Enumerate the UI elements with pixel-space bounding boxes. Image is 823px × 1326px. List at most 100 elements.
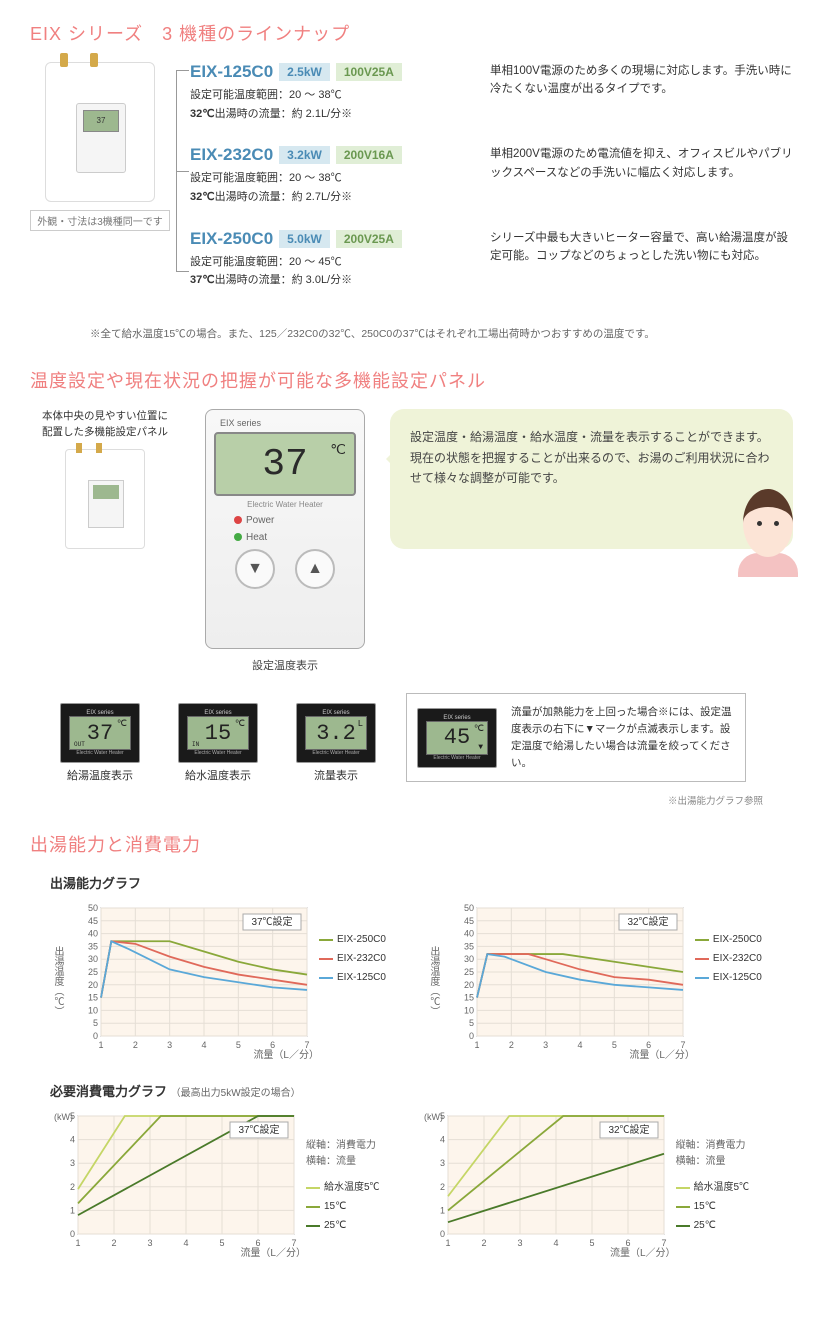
svg-text:50: 50 bbox=[464, 903, 474, 913]
svg-text:10: 10 bbox=[464, 1006, 474, 1016]
power-legend: 縦軸：消費電力横軸：流量給水温度5℃15℃25℃ bbox=[676, 1138, 750, 1235]
badge-va: 200V16A bbox=[336, 146, 402, 164]
svg-text:32℃設定: 32℃設定 bbox=[608, 1123, 649, 1136]
svg-text:5: 5 bbox=[469, 1018, 474, 1028]
svg-text:3: 3 bbox=[517, 1238, 522, 1248]
svg-text:25: 25 bbox=[464, 967, 474, 977]
svg-text:30: 30 bbox=[464, 954, 474, 964]
svg-text:35: 35 bbox=[88, 942, 98, 952]
svg-text:40: 40 bbox=[464, 929, 474, 939]
svg-text:35: 35 bbox=[464, 942, 474, 952]
mini-display: EIX series 15℃IN Electric Water Heater 給… bbox=[178, 703, 258, 783]
section-title-panel: 温度設定や現在状況の把握が可能な多機能設定パネル bbox=[30, 367, 793, 393]
model-desc: 単相100V電源のため多くの現場に対応します。手洗い時に冷たくない温度が出るタイ… bbox=[490, 62, 793, 99]
svg-text:20: 20 bbox=[88, 980, 98, 990]
mini-display: EIX series 37℃OUT Electric Water Heater … bbox=[60, 703, 140, 783]
model-info: EIX-250C0 5.0kW 200V25A 設定可能温度範囲：20 〜 45… bbox=[190, 229, 470, 290]
svg-text:45: 45 bbox=[88, 916, 98, 926]
svg-text:5: 5 bbox=[589, 1238, 594, 1248]
svg-text:4: 4 bbox=[440, 1135, 445, 1145]
legend-item: EIX-250C0 bbox=[695, 930, 762, 949]
svg-text:(kW): (kW) bbox=[54, 1112, 73, 1122]
legend-item: 25℃ bbox=[676, 1216, 750, 1235]
svg-text:3: 3 bbox=[147, 1238, 152, 1248]
x-axis-label: 流量（L／分） bbox=[610, 1244, 676, 1259]
badge-kw: 2.5kW bbox=[279, 63, 330, 81]
svg-text:2: 2 bbox=[133, 1040, 138, 1050]
capacity-charts: 出湯温度（℃） 05101520253035404550123456737℃設定… bbox=[30, 900, 793, 1061]
lineup-row: 37 外観・寸法は3機種同一です EIX-125C0 2.5kW 100V25A… bbox=[30, 62, 793, 312]
model-name: EIX-125C0 bbox=[190, 62, 273, 82]
panel-note: 本体中央の見やすい位置に 配置した多機能設定パネル bbox=[30, 409, 180, 441]
svg-text:5: 5 bbox=[612, 1040, 617, 1050]
capacity-chart-32: 05101520253035404550123456732℃設定 bbox=[449, 900, 689, 1060]
model-info: EIX-232C0 3.2kW 200V16A 設定可能温度範囲：20 〜 38… bbox=[190, 145, 470, 206]
capacity-legend: EIX-250C0EIX-232C0EIX-125C0 bbox=[695, 930, 762, 987]
legend-item: 15℃ bbox=[306, 1197, 380, 1216]
chart-sub-1: 出湯能力グラフ bbox=[50, 873, 793, 892]
mini-display: EIX series 3.2L Electric Water Heater 流量… bbox=[296, 703, 376, 783]
svg-text:15: 15 bbox=[88, 993, 98, 1003]
model-name: EIX-250C0 bbox=[190, 229, 273, 249]
svg-text:5: 5 bbox=[219, 1238, 224, 1248]
badge-va: 100V25A bbox=[336, 63, 402, 81]
svg-text:2: 2 bbox=[440, 1182, 445, 1192]
svg-text:15: 15 bbox=[464, 993, 474, 1003]
legend-item: 25℃ bbox=[306, 1216, 380, 1235]
svg-text:4: 4 bbox=[553, 1238, 558, 1248]
svg-text:2: 2 bbox=[70, 1182, 75, 1192]
mini-label: 給湯温度表示 bbox=[60, 767, 140, 783]
power-legend: 縦軸：消費電力横軸：流量給水温度5℃15℃25℃ bbox=[306, 1138, 380, 1235]
mini-footnote: ※出湯能力グラフ参照 bbox=[30, 793, 763, 807]
badge-kw: 5.0kW bbox=[279, 230, 330, 248]
svg-text:1: 1 bbox=[440, 1206, 445, 1216]
svg-text:3: 3 bbox=[70, 1158, 75, 1168]
svg-text:40: 40 bbox=[88, 929, 98, 939]
heat-indicator: Heat bbox=[246, 532, 267, 543]
svg-text:0: 0 bbox=[70, 1229, 75, 1239]
x-axis-label: 流量（L／分） bbox=[240, 1244, 306, 1259]
svg-text:1: 1 bbox=[474, 1040, 479, 1050]
model-info: EIX-125C0 2.5kW 100V25A 設定可能温度範囲：20 〜 38… bbox=[190, 62, 470, 123]
mini-label: 給水温度表示 bbox=[178, 767, 258, 783]
speech-bubble: 設定温度・給湯温度・給水温度・流量を表示することができます。 現在の状態を把握す… bbox=[390, 409, 793, 549]
model-desc: シリーズ中最も大きいヒーター容量で、高い給湯温度が設定可能。コップなどのちょっと… bbox=[490, 229, 793, 266]
svg-text:1: 1 bbox=[75, 1238, 80, 1248]
up-button[interactable]: ▲ bbox=[295, 549, 335, 589]
svg-text:2: 2 bbox=[509, 1040, 514, 1050]
model-spec: 設定可能温度範囲：20 〜 38℃ 32℃出湯時の流量：約 2.7L/分※ bbox=[190, 169, 470, 206]
panel-center-label: 設定温度表示 bbox=[200, 657, 370, 673]
mini-displays: EIX series 37℃OUT Electric Water Heater … bbox=[60, 703, 376, 783]
svg-text:50: 50 bbox=[88, 903, 98, 913]
svg-text:5: 5 bbox=[236, 1040, 241, 1050]
svg-text:1: 1 bbox=[445, 1238, 450, 1248]
model-desc: 単相200V電源のため電流値を抑え、オフィスビルやパブリックスペースなどの手洗い… bbox=[490, 145, 793, 182]
svg-text:1: 1 bbox=[70, 1206, 75, 1216]
svg-text:4: 4 bbox=[70, 1135, 75, 1145]
svg-text:0: 0 bbox=[93, 1031, 98, 1041]
panel-lcd: 37 ℃ bbox=[214, 432, 356, 496]
down-button[interactable]: ▼ bbox=[235, 549, 275, 589]
badge-va: 200V25A bbox=[336, 230, 402, 248]
svg-text:37℃設定: 37℃設定 bbox=[251, 915, 292, 928]
legend-item: 給水温度5℃ bbox=[676, 1178, 750, 1197]
model-row: EIX-232C0 3.2kW 200V16A 設定可能温度範囲：20 〜 38… bbox=[190, 145, 793, 206]
section-title-power: 出湯能力と消費電力 bbox=[30, 831, 793, 857]
model-spec: 設定可能温度範囲：20 〜 45℃ 37℃出湯時の流量：約 3.0L/分※ bbox=[190, 253, 470, 290]
info-text: 流量が加熱能力を上回った場合※には、設定温度表示の右下に▼マークが点滅表示します… bbox=[511, 704, 735, 771]
badge-kw: 3.2kW bbox=[279, 146, 330, 164]
axis-labels: 縦軸：消費電力横軸：流量 bbox=[306, 1138, 380, 1170]
legend-item: EIX-232C0 bbox=[695, 949, 762, 968]
product-image-col: 37 外観・寸法は3機種同一です bbox=[30, 62, 170, 312]
mini-label: 流量表示 bbox=[296, 767, 376, 783]
models-column: EIX-125C0 2.5kW 100V25A 設定可能温度範囲：20 〜 38… bbox=[190, 62, 793, 312]
svg-text:0: 0 bbox=[469, 1031, 474, 1041]
section-title-lineup: EIX シリーズ 3 機種のラインナップ bbox=[30, 20, 793, 46]
legend-item: EIX-232C0 bbox=[319, 949, 386, 968]
power-charts: 012345123456737℃設定(kW)流量（L／分） 縦軸：消費電力横軸：… bbox=[30, 1108, 793, 1259]
chart-sub-2: 必要消費電力グラフ （最高出力5kW設定の場合） bbox=[50, 1081, 793, 1100]
svg-text:4: 4 bbox=[183, 1238, 188, 1248]
svg-text:25: 25 bbox=[88, 967, 98, 977]
svg-text:1: 1 bbox=[98, 1040, 103, 1050]
axis-labels: 縦軸：消費電力横軸：流量 bbox=[676, 1138, 750, 1170]
